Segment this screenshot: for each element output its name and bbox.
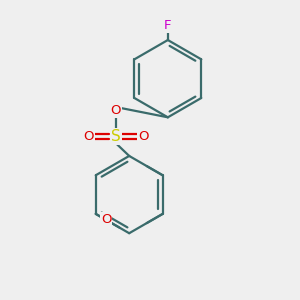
- Text: O: O: [138, 130, 148, 143]
- Text: O: O: [111, 104, 121, 117]
- Text: F: F: [164, 19, 172, 32]
- Text: O: O: [83, 130, 94, 143]
- Text: S: S: [111, 129, 121, 144]
- Text: O: O: [101, 213, 111, 226]
